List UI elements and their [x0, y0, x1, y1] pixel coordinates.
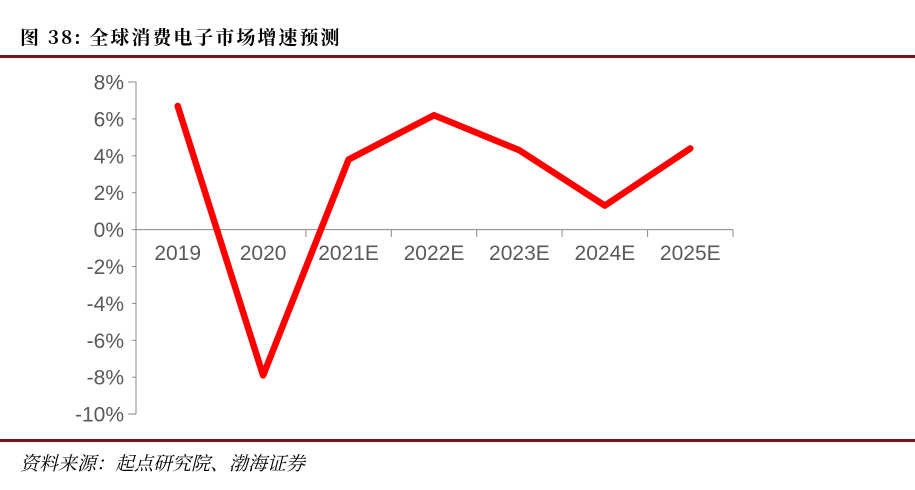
svg-text:6%: 6% [94, 108, 124, 131]
svg-text:2023E: 2023E [489, 242, 550, 265]
svg-text:2024E: 2024E [575, 242, 636, 265]
svg-text:-2%: -2% [87, 256, 124, 279]
svg-text:-8%: -8% [87, 367, 124, 390]
svg-text:2019: 2019 [154, 242, 201, 265]
svg-text:-4%: -4% [87, 293, 124, 316]
svg-text:8%: 8% [94, 72, 124, 95]
svg-text:2020: 2020 [240, 242, 287, 265]
svg-text:4%: 4% [94, 145, 124, 168]
svg-text:-6%: -6% [87, 330, 124, 353]
svg-text:2022E: 2022E [404, 242, 465, 265]
svg-text:-10%: -10% [75, 404, 124, 427]
svg-text:2021E: 2021E [318, 242, 379, 265]
svg-text:2%: 2% [94, 182, 124, 205]
svg-text:2025E: 2025E [660, 242, 721, 265]
svg-text:0%: 0% [94, 219, 124, 242]
